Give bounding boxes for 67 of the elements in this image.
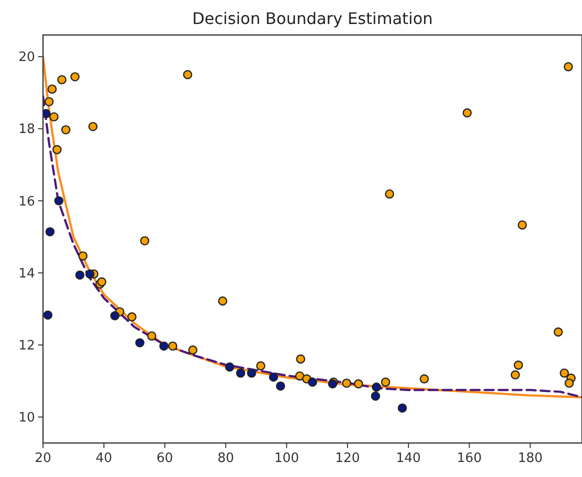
point [518, 220, 527, 230]
point [168, 341, 178, 351]
point [564, 378, 574, 388]
point [140, 236, 150, 246]
point [295, 371, 304, 381]
point [75, 270, 84, 280]
point [256, 361, 266, 370]
point [510, 370, 520, 380]
y-tick-label: 20 [18, 50, 35, 66]
point [43, 310, 52, 320]
point [97, 277, 106, 286]
y-tick-label: 14 [18, 266, 35, 282]
y-tick-label: 16 [18, 194, 35, 210]
point [246, 368, 256, 378]
point [398, 403, 407, 413]
point [225, 362, 234, 372]
point [44, 97, 54, 106]
point [147, 331, 156, 341]
point [236, 368, 246, 378]
point [49, 112, 59, 122]
point [43, 108, 51, 118]
point [61, 125, 70, 134]
point [560, 368, 569, 378]
point [372, 382, 382, 392]
point [268, 372, 278, 382]
x-tick-label: 180 [518, 451, 543, 466]
point [276, 381, 286, 391]
point [308, 377, 318, 387]
point [354, 379, 364, 388]
x-tick-label: 40 [96, 451, 112, 466]
point [296, 354, 306, 364]
x-tick-label: 120 [335, 451, 360, 466]
point [554, 327, 563, 337]
point [462, 108, 472, 118]
point [127, 312, 137, 322]
point [514, 360, 523, 370]
point [564, 62, 573, 72]
point [135, 338, 144, 348]
x-tick-label: 60 [156, 451, 174, 466]
y-tick-label: 12 [18, 338, 35, 354]
point [370, 392, 380, 401]
point [159, 341, 168, 351]
x-tick-label: 160 [456, 451, 482, 466]
point [218, 296, 228, 306]
y-tick-label: 18 [18, 122, 35, 138]
chart-title: Decision Boundary Estimation [192, 9, 433, 28]
point [420, 374, 429, 384]
point [78, 251, 88, 261]
point [110, 311, 120, 320]
point [384, 189, 394, 199]
point [342, 378, 352, 388]
x-tick-label: 80 [217, 451, 234, 466]
x-tick-label: 100 [274, 451, 300, 466]
point [183, 70, 192, 80]
point [70, 72, 80, 82]
point [85, 269, 94, 279]
point [188, 345, 198, 355]
point [45, 227, 55, 236]
x-tick-label: 140 [396, 451, 421, 466]
y-tick-label: 10 [18, 410, 35, 426]
point [54, 196, 64, 206]
x-tick-label: 20 [34, 451, 52, 466]
point [48, 84, 57, 94]
point [88, 122, 98, 132]
point [52, 145, 62, 154]
point [57, 75, 66, 84]
point [380, 377, 390, 387]
